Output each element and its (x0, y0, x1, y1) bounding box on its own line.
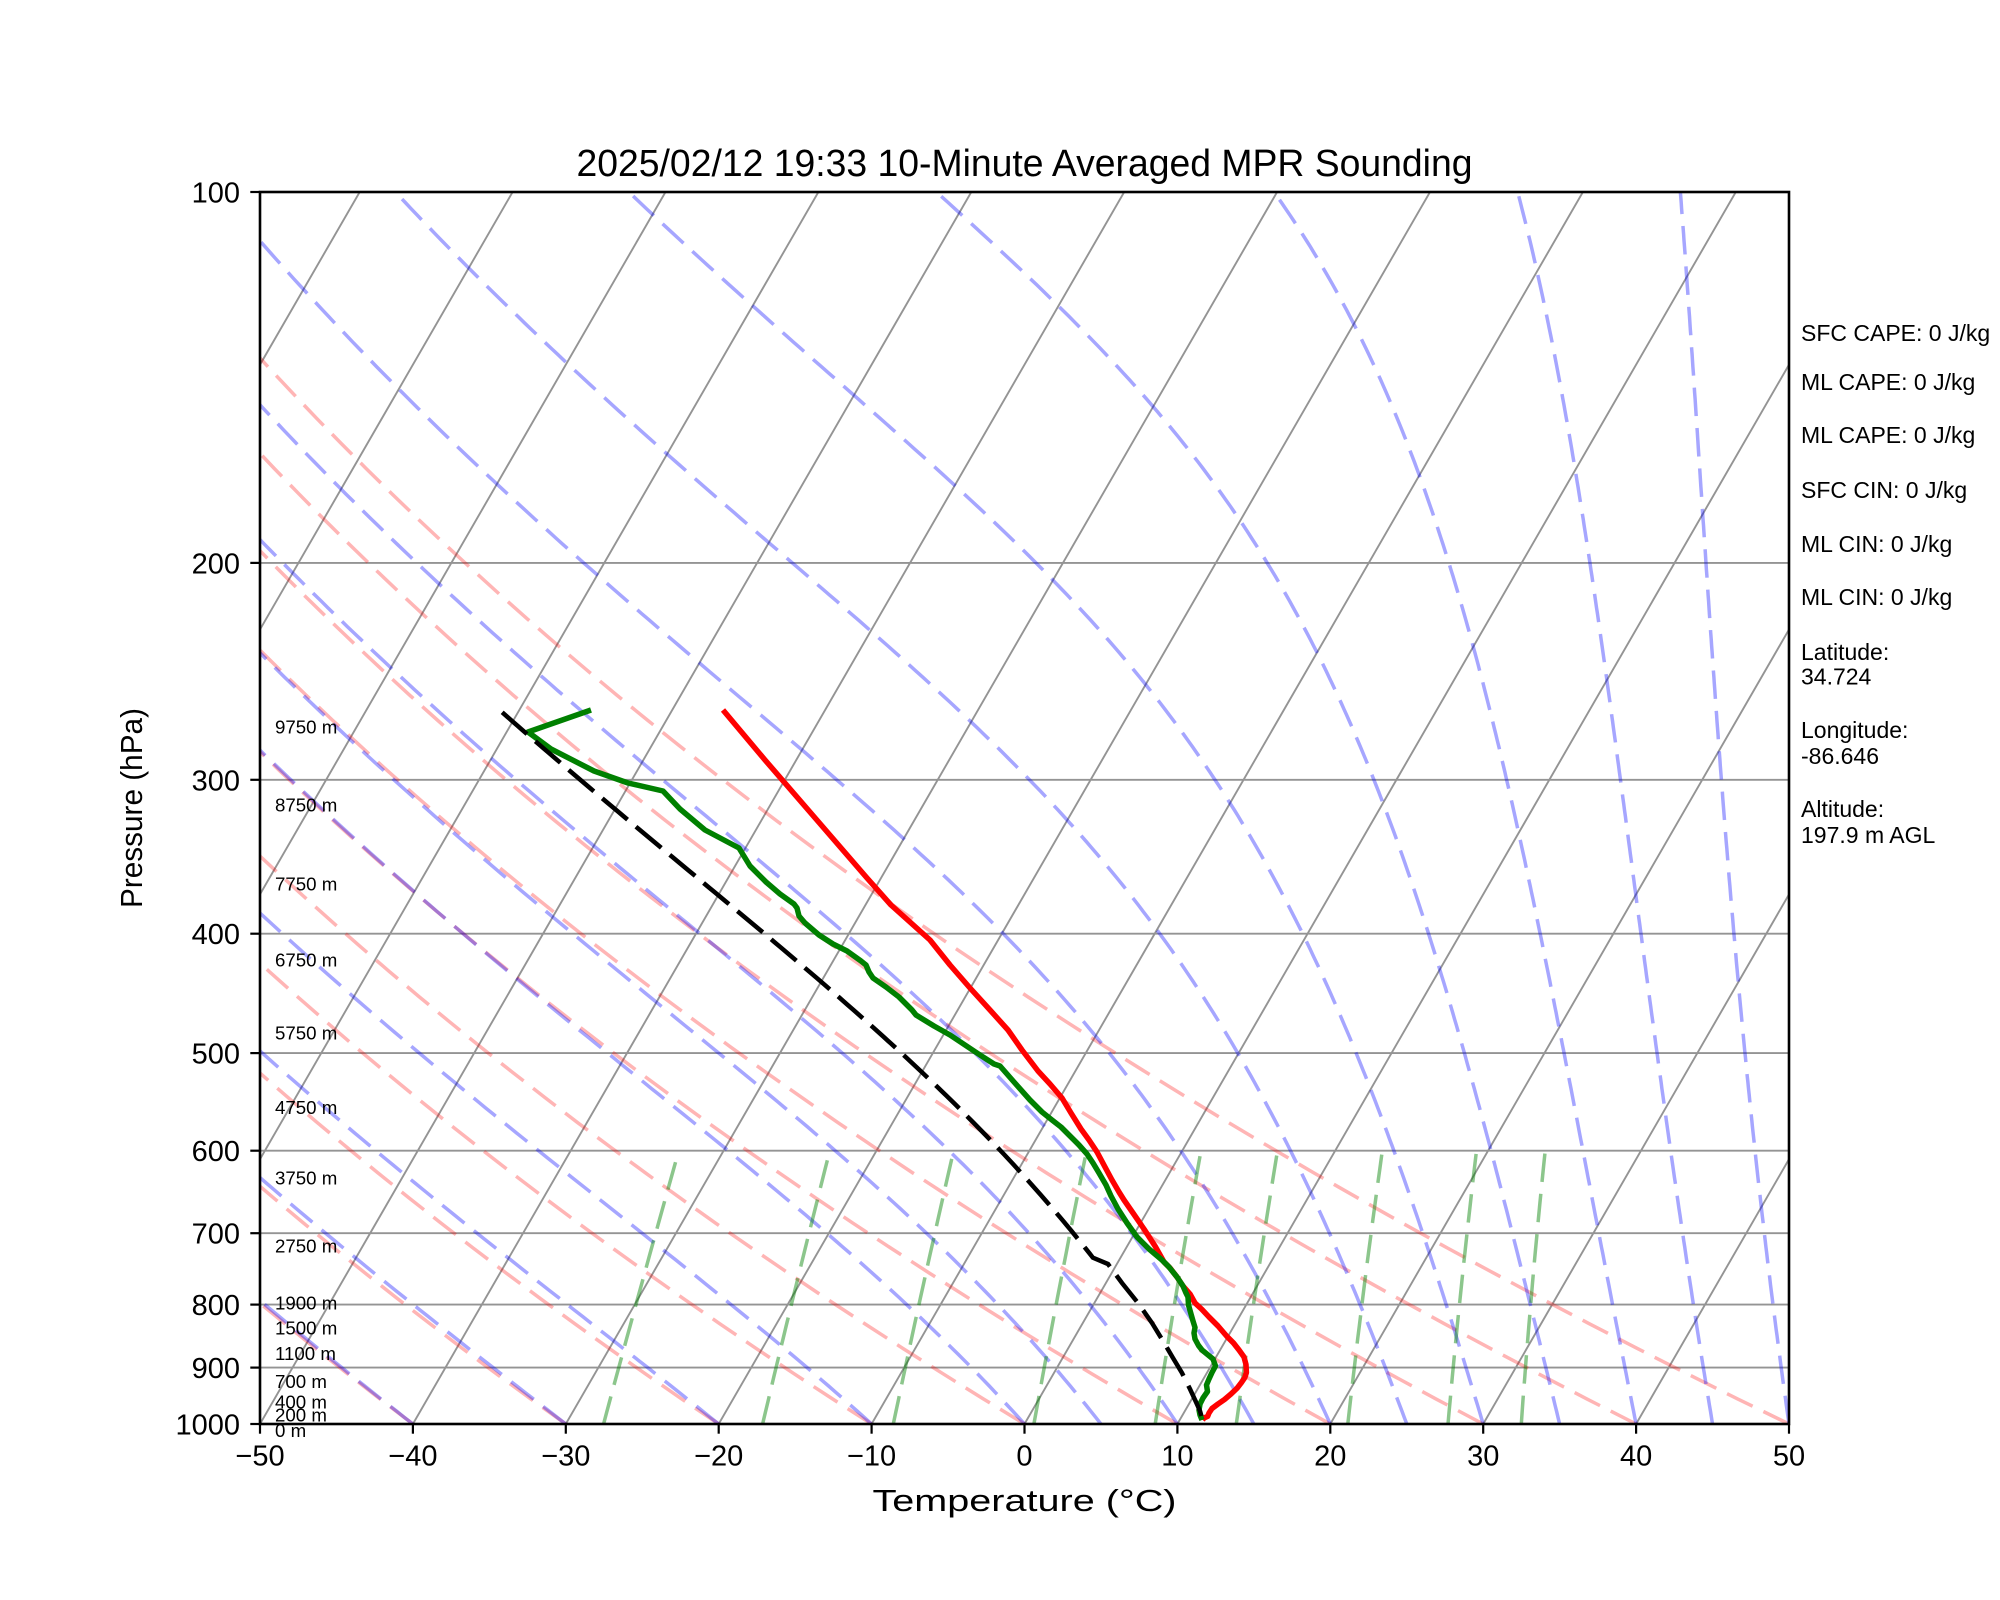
svg-text:600: 600 (192, 1136, 240, 1168)
svg-text:3750 m: 3750 m (275, 1167, 337, 1188)
svg-text:7750 m: 7750 m (275, 874, 337, 895)
svg-text:8750 m: 8750 m (275, 795, 337, 816)
svg-text:ML CIN: 0 J/kg: ML CIN: 0 J/kg (1801, 584, 1952, 610)
svg-text:50: 50 (1773, 1441, 1805, 1473)
svg-text:1000: 1000 (175, 1410, 240, 1442)
svg-text:Temperature (°C): Temperature (°C) (873, 1483, 1177, 1518)
svg-text:400: 400 (192, 919, 240, 951)
svg-text:4750 m: 4750 m (275, 1097, 337, 1118)
svg-text:100: 100 (192, 178, 240, 210)
svg-text:1100 m: 1100 m (275, 1343, 336, 1364)
svg-text:500: 500 (192, 1039, 240, 1071)
svg-text:ML CAPE: 0 J/kg: ML CAPE: 0 J/kg (1801, 422, 1975, 448)
svg-text:5750 m: 5750 m (275, 1023, 337, 1044)
svg-text:Altitude:: Altitude: (1801, 796, 1884, 822)
svg-text:−40: −40 (388, 1441, 437, 1473)
svg-text:9750 m: 9750 m (275, 717, 337, 738)
svg-text:0: 0 (1016, 1441, 1032, 1473)
svg-text:20: 20 (1314, 1441, 1346, 1473)
svg-text:−50: −50 (235, 1441, 284, 1473)
svg-text:ML CAPE: 0 J/kg: ML CAPE: 0 J/kg (1801, 369, 1975, 395)
svg-text:700 m: 700 m (275, 1371, 327, 1392)
svg-text:0 m: 0 m (275, 1420, 306, 1441)
svg-text:300: 300 (192, 765, 240, 797)
svg-text:SFC CAPE: 0 J/kg: SFC CAPE: 0 J/kg (1801, 320, 1990, 346)
svg-text:−20: −20 (694, 1441, 743, 1473)
svg-text:Latitude:: Latitude: (1801, 639, 1889, 665)
svg-text:200 m: 200 m (275, 1404, 327, 1425)
svg-text:SFC CIN: 0 J/kg: SFC CIN: 0 J/kg (1801, 477, 1967, 503)
svg-text:1500 m: 1500 m (275, 1318, 337, 1339)
svg-text:700: 700 (192, 1219, 240, 1251)
svg-text:2025/02/12 19:33 10-Minute Ave: 2025/02/12 19:33 10-Minute Averaged MPR … (577, 142, 1473, 185)
svg-text:800: 800 (192, 1290, 240, 1322)
svg-text:30: 30 (1467, 1441, 1499, 1473)
svg-text:34.724: 34.724 (1801, 664, 1872, 690)
svg-text:-86.646: -86.646 (1801, 743, 1879, 769)
svg-text:2750 m: 2750 m (275, 1236, 337, 1257)
svg-text:−30: −30 (541, 1441, 590, 1473)
svg-text:900: 900 (192, 1353, 240, 1385)
svg-text:−10: −10 (847, 1441, 896, 1473)
svg-text:197.9 m AGL: 197.9 m AGL (1801, 822, 1935, 848)
svg-text:Pressure (hPa): Pressure (hPa) (114, 708, 149, 908)
svg-text:400 m: 400 m (275, 1392, 327, 1413)
svg-text:1900 m: 1900 m (275, 1292, 337, 1313)
svg-text:ML CIN: 0 J/kg: ML CIN: 0 J/kg (1801, 531, 1952, 557)
svg-text:10: 10 (1161, 1441, 1193, 1473)
svg-text:Longitude:: Longitude: (1801, 717, 1908, 743)
svg-text:200: 200 (192, 548, 240, 580)
svg-text:40: 40 (1620, 1441, 1652, 1473)
svg-text:6750 m: 6750 m (275, 950, 337, 971)
